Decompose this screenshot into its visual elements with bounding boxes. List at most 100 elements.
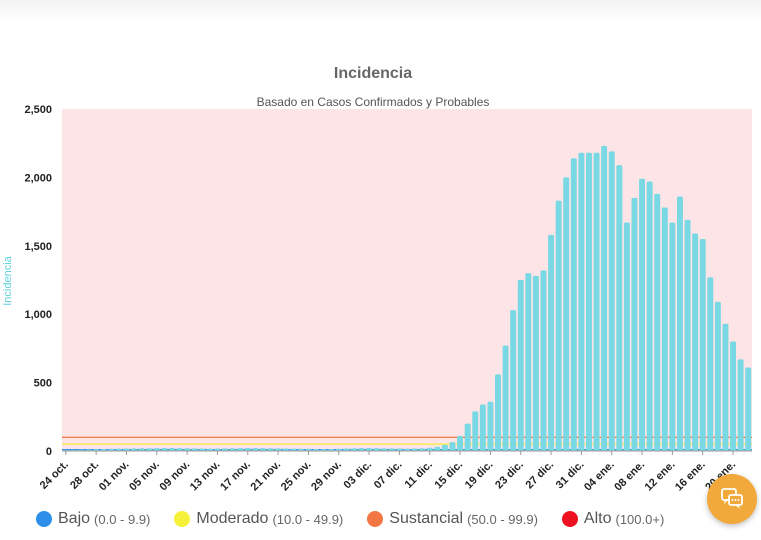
bar [297,448,304,451]
bar [305,448,312,451]
x-tick-label: 27 dic. [523,459,556,492]
bar [153,448,160,451]
bar [161,447,168,451]
x-tick-label: 23 dic. [493,459,526,492]
x-tick-label: 16 ene. [673,459,708,494]
legend-range: (10.0 - 49.9) [272,511,344,527]
y-tick-label: 1,500 [24,241,52,253]
bar [570,158,577,452]
legend-range: (50.0 - 99.9) [467,511,538,527]
bar [131,448,137,451]
bar [593,152,600,451]
legend-range: (0.0 - 9.9) [94,511,151,527]
bar [684,219,691,451]
bar [366,447,373,451]
bar [730,341,737,451]
bar [669,222,676,451]
bar [434,446,441,451]
bar [335,448,342,451]
x-tick-label: 29 nov. [309,459,344,494]
bar [404,448,410,451]
chat-button[interactable] [707,474,757,524]
chat-bubbles-icon [721,488,743,509]
x-tick-label: 24 oct. [38,459,71,492]
bar [396,448,403,451]
bar [677,196,683,451]
bar [206,448,213,451]
y-tick-label: 1,000 [24,309,52,321]
legend-item-sustancial[interactable]: Sustancial (50.0 - 99.9) [367,510,538,528]
y-tick-label: 2,000 [24,172,52,184]
bar [259,448,266,451]
bar [623,222,630,451]
y-axis-label: Incidencia [2,255,14,305]
bar [146,448,153,451]
bar [601,145,608,451]
x-tick-label: 03 dic. [342,459,375,492]
bar [426,447,433,451]
legend-range: (100.0+) [615,511,665,527]
bar [563,177,570,451]
bar [699,238,706,451]
bar [244,447,251,451]
bar [510,310,517,451]
legend-item-alto[interactable]: Alto (100.0+) [561,510,665,528]
chart-title: Incidencia [333,65,413,82]
bar [237,448,244,451]
bar [714,301,721,451]
x-tick-label: 05 nov. [127,459,162,494]
y-tick-label: 0 [46,446,52,458]
bar [123,448,130,451]
bar [532,275,539,451]
legend-dot [367,511,384,527]
bar [252,447,259,451]
bars [62,145,752,452]
bar [449,442,456,451]
bar [100,448,107,451]
x-tick-label: 07 dic. [372,459,405,492]
x-tick-label: 04 ene. [582,459,617,494]
y-tick-label: 2,500 [24,104,52,116]
bar [479,404,486,451]
bar [661,207,668,451]
bar [184,448,191,451]
bar [495,374,501,451]
bar [616,165,623,451]
legend: Bajo (0.0 - 9.9) Moderado (10.0 - 49.9) … [36,508,688,530]
x-tick-label: 11 dic. [403,459,435,491]
bar [608,151,615,451]
bar [411,448,418,451]
bar [540,270,547,451]
x-tick-label: 25 nov. [279,459,314,494]
bar [108,448,115,451]
x-axis-ticks: 24 oct.28 oct.01 nov.05 nov.09 nov.13 no… [38,451,738,494]
bar [722,323,729,451]
bar [464,423,471,451]
legend-label: Sustancial [389,510,464,527]
bar [176,448,183,451]
legend-label: Alto [583,510,612,527]
legend-dot [36,511,52,527]
top-bar [0,0,761,22]
y-axis-ticks: 0 500 1,000 1,500 2,000 2,500 [24,104,52,458]
bar [639,178,646,451]
legend-label: Moderado [196,510,269,527]
bar [502,345,509,451]
bar [737,359,744,451]
bar [525,273,532,451]
bar [707,277,714,451]
bar [578,152,585,451]
bar [313,448,319,451]
legend-item-bajo[interactable]: Bajo (0.0 - 9.9) [36,510,150,528]
bar [373,448,380,451]
bar [487,401,494,451]
x-tick-label: 12 ene. [643,459,678,494]
x-tick-label: 31 dic. [554,459,587,492]
bar [290,448,297,451]
bar [441,444,448,451]
bar [517,280,524,451]
bar [586,152,592,451]
x-tick-label: 19 dic. [463,459,496,492]
bar [267,448,274,451]
legend-item-moderado[interactable]: Moderado (10.0 - 49.9) [174,510,343,528]
